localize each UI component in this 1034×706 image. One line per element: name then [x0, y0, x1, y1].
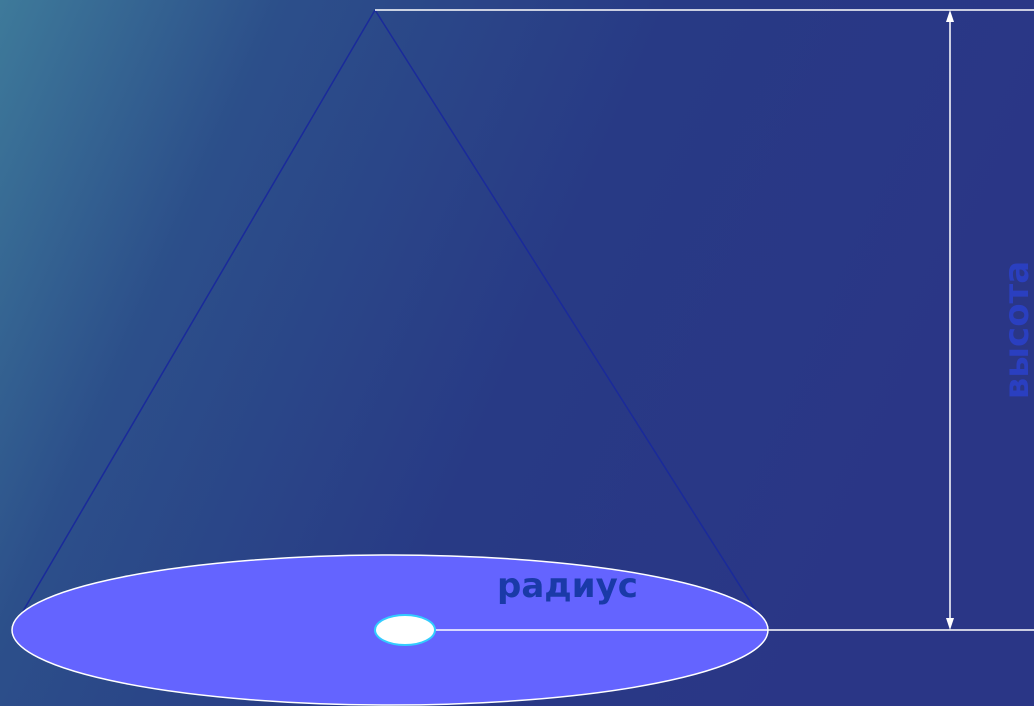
- cone-side-right: [374, 9, 769, 631]
- height-label: высота: [997, 261, 1034, 399]
- arrow-head: [946, 10, 954, 22]
- arrow-head: [946, 618, 954, 630]
- center-point: [374, 614, 436, 646]
- radius-label: радиус: [497, 566, 638, 606]
- cone-side-left: [11, 9, 376, 631]
